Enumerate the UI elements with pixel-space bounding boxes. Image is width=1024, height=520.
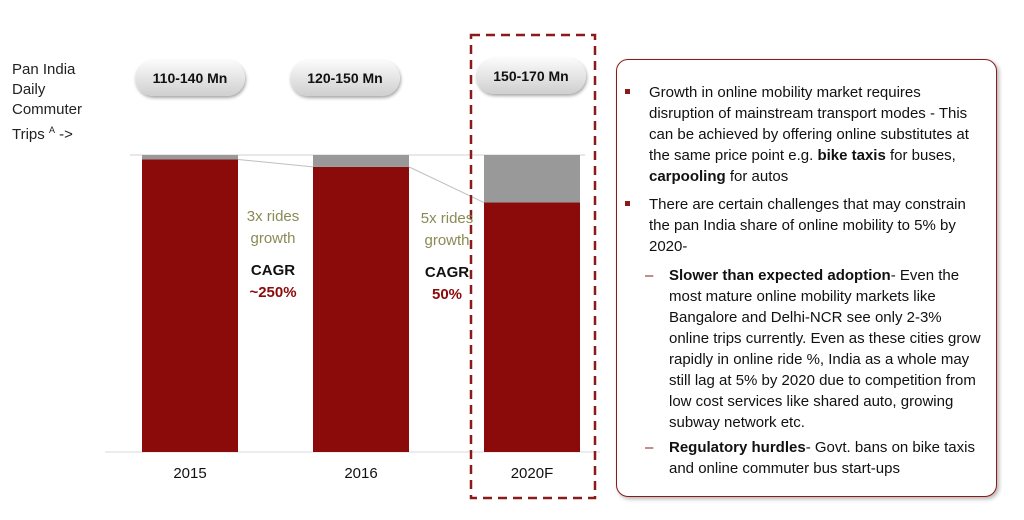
total-pill-2020f: 150-170 Mn xyxy=(476,58,586,94)
x-tick-label-2015: 2015 xyxy=(173,465,206,482)
bullet-growth-text: Growth in online mobility market require… xyxy=(649,84,969,185)
connector-line-2015-2016 xyxy=(237,158,314,168)
highlight-box-2020f xyxy=(469,33,597,500)
bar-top-2020f xyxy=(484,155,580,203)
bar-top-2016 xyxy=(313,155,409,167)
y-axis-label-last: Trips A -> xyxy=(12,125,73,143)
y-axis-label: Pan India Daily Commuter Trips A -> xyxy=(12,60,102,145)
insights-panel: Growth in online mobility market require… xyxy=(616,59,997,497)
bar-base-2016 xyxy=(313,166,409,452)
sub-bullet-adoption: – Slower than expected adoption- Even th… xyxy=(645,267,981,431)
dash-marker: – xyxy=(645,267,654,284)
bullet-growth: Growth in online mobility market require… xyxy=(625,82,980,187)
bar-top-2015 xyxy=(142,155,238,160)
x-tick-label-2016: 2016 xyxy=(344,465,377,482)
growth-note-2016-2020: 5x rides growth CAGR 50% xyxy=(420,210,474,303)
total-pill-2015: 110-140 Mn xyxy=(135,60,245,96)
bar-base-2020f xyxy=(484,202,580,452)
growth-note-2015-2016: 3x rides growth CAGR ~250% xyxy=(246,208,300,301)
sub-bullet-regulatory: – Regulatory hurdles- Govt. bans on bike… xyxy=(645,439,975,477)
bar-base-2015 xyxy=(142,159,238,452)
bullet-challenges: There are certain challenges that may co… xyxy=(625,194,980,257)
stacked-bar-chart: 2015 2016 2020F xyxy=(105,33,600,500)
total-pill-2016: 120-150 Mn xyxy=(290,60,400,96)
x-tick-label-2020f: 2020F xyxy=(511,465,554,482)
bullet-challenges-text: There are certain challenges that may co… xyxy=(649,196,966,255)
connector-line-2016-2020f xyxy=(408,166,485,203)
dash-marker: – xyxy=(645,439,654,456)
